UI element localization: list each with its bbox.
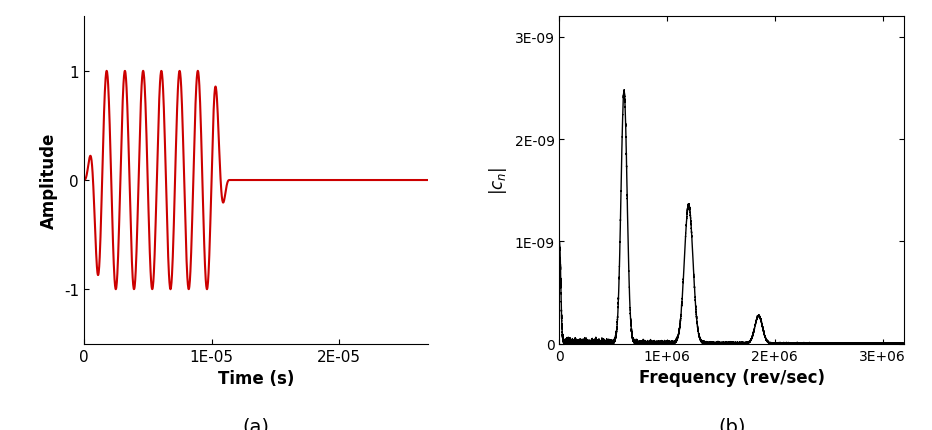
X-axis label: Frequency (rev/sec): Frequency (rev/sec) xyxy=(638,369,825,386)
Y-axis label: $|c_n|$: $|c_n|$ xyxy=(487,166,509,195)
Text: (a): (a) xyxy=(242,416,269,430)
Y-axis label: Amplitude: Amplitude xyxy=(40,132,59,229)
Text: (b): (b) xyxy=(718,416,746,430)
X-axis label: Time (s): Time (s) xyxy=(218,369,295,387)
